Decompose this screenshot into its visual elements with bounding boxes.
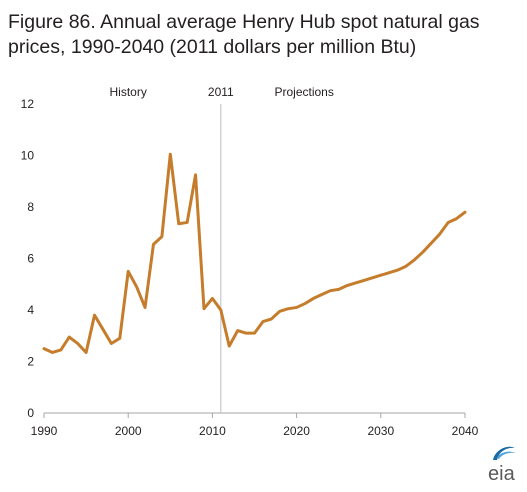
- y-tick-label: 0: [27, 406, 34, 420]
- annotation-projections: Projections: [274, 85, 333, 99]
- annotation-2011: 2011: [208, 85, 234, 99]
- eia-logo-text: eia: [488, 463, 516, 485]
- x-tick-label: 2020: [283, 424, 310, 438]
- eia-logo-swoosh: [493, 446, 515, 460]
- chart-annotations: History 2011 Projections: [110, 85, 334, 413]
- y-tick-label: 6: [27, 252, 34, 266]
- x-axis: 1990 2000 2010 2020 2030 2040: [31, 412, 479, 438]
- y-tick-label: 12: [21, 97, 35, 111]
- series-layer: [42, 152, 467, 354]
- annotation-history: History: [110, 85, 147, 99]
- x-tick-label: 2010: [199, 424, 226, 438]
- x-tick-label: 2040: [452, 424, 479, 438]
- y-tick-label: 10: [21, 149, 35, 163]
- y-tick-label: 2: [27, 355, 34, 369]
- price-series-line: [42, 152, 467, 354]
- figure-title: Figure 86. Annual average Henry Hub spot…: [8, 11, 480, 58]
- eia-logo: eia: [488, 446, 516, 485]
- x-tick-label: 1990: [31, 424, 58, 438]
- x-tick-label: 2030: [367, 424, 394, 438]
- x-tick-label: 2000: [115, 424, 142, 438]
- y-axis: 0 2 4 6 8 10 12: [21, 97, 35, 420]
- eia-logo-swoosh-accent: [497, 451, 516, 459]
- y-tick-label: 4: [27, 303, 34, 317]
- y-tick-label: 8: [27, 200, 34, 214]
